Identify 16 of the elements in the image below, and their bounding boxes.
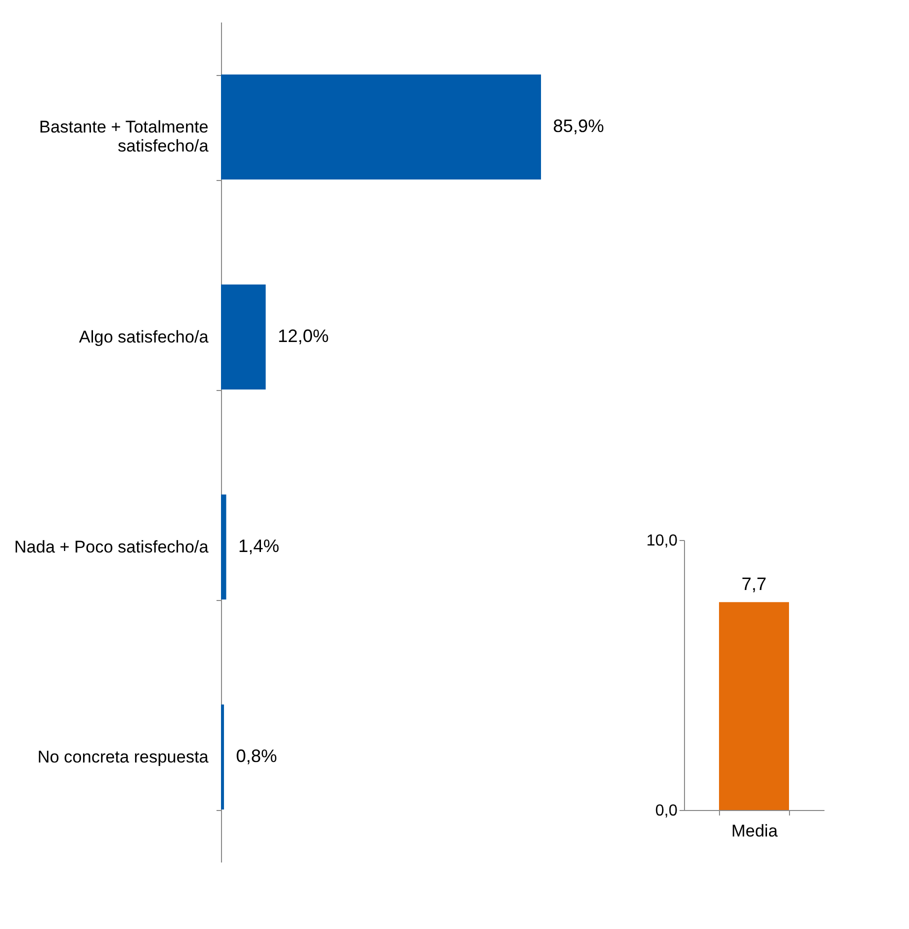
- y-tick-label: No concreta respuesta: [37, 748, 210, 766]
- y-tick-label: Nada + Poco satisfecho/a: [14, 538, 210, 556]
- y-tick-label: Algo satisfecho/a: [79, 328, 210, 346]
- bar: [221, 284, 266, 390]
- data-label: 85,9%: [553, 116, 604, 136]
- bar: [221, 74, 541, 180]
- data-label: 12,0%: [278, 326, 329, 346]
- data-label: 0,8%: [236, 746, 278, 766]
- bar: [221, 704, 224, 810]
- data-label: 1,4%: [238, 536, 280, 556]
- y-tick-label: 10,0: [646, 532, 678, 550]
- data-label: 7,7: [741, 574, 767, 594]
- y-tick-label: 0,0: [655, 802, 678, 820]
- bar: [221, 494, 226, 600]
- x-tick-label: Media: [731, 822, 778, 840]
- y-tick-label: Bastante + Totalmente satisfecho/a: [39, 118, 210, 156]
